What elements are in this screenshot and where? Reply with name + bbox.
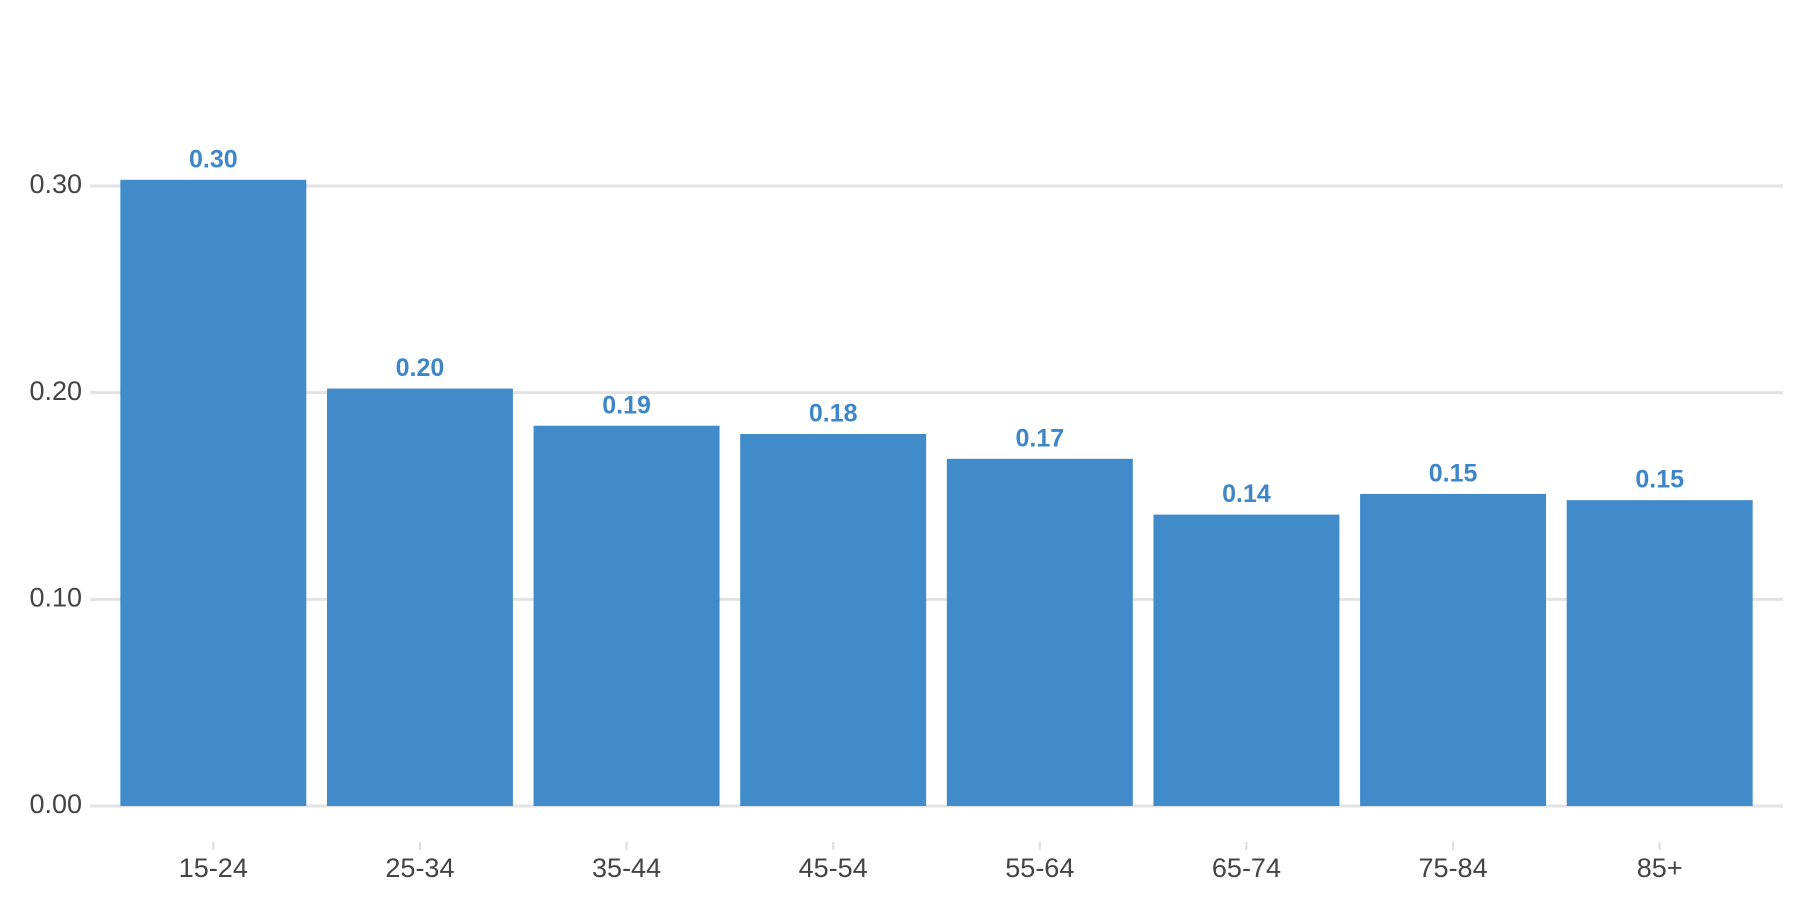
bar [533,425,720,806]
x-tick-label: 15-24 [179,853,248,883]
x-tick-label: 75-84 [1419,853,1488,883]
value-label: 0.18 [809,400,858,428]
y-tick-label: 0.20 [29,376,82,406]
value-label: 0.19 [602,391,651,419]
x-tick-label: 45-54 [799,853,868,883]
value-label: 0.20 [396,354,445,382]
bar [1153,514,1340,806]
value-label: 0.15 [1635,466,1684,494]
x-tick-label: 55-64 [1005,853,1074,883]
bar [740,434,927,806]
y-tick-label: 0.00 [29,789,82,819]
bar [946,458,1133,806]
x-tick-label: 85+ [1637,853,1683,883]
bar [1566,500,1753,806]
bar [326,388,513,806]
value-label: 0.15 [1429,460,1478,488]
y-tick-label: 0.10 [29,582,82,612]
y-tick-label: 0.30 [29,169,82,199]
value-label: 0.14 [1222,480,1271,508]
x-tick-label: 65-74 [1212,853,1281,883]
bar [120,179,307,807]
value-label: 0.30 [189,145,238,173]
x-tick-label: 25-34 [385,853,454,883]
bar [1360,493,1547,806]
value-label: 0.17 [1015,424,1064,452]
x-tick-label: 35-44 [592,853,661,883]
